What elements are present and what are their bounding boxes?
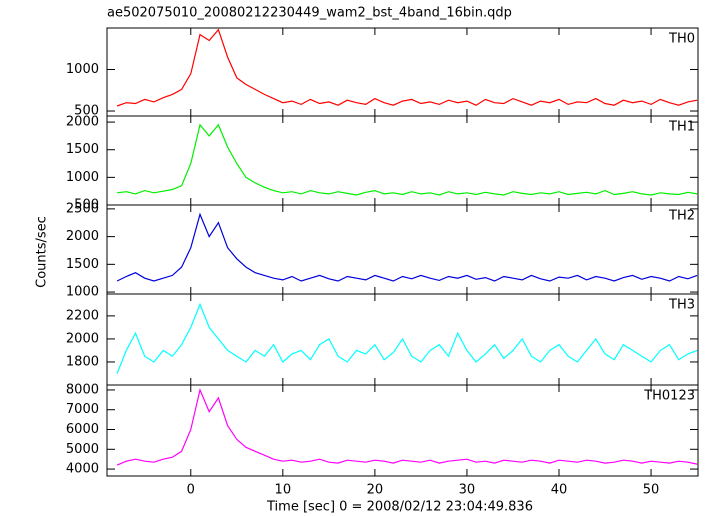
x-tick-label: 10 <box>275 483 292 498</box>
y-tick-label: 1500 <box>66 142 99 157</box>
y-tick-label: 1500 <box>66 257 99 272</box>
y-tick-label: 6000 <box>66 422 99 437</box>
y-tick-label: 2000 <box>66 115 99 130</box>
chart-title: ae502075010_20080212230449_wam2_bst_4ban… <box>107 6 512 21</box>
y-tick-label: 5000 <box>66 442 99 457</box>
light-curve <box>116 387 698 466</box>
y-tick-label: 2200 <box>66 308 99 323</box>
panel-label: TH0123 <box>643 389 695 404</box>
x-tick-label: 0 <box>187 483 195 498</box>
light-curve <box>116 302 698 374</box>
light-curve <box>117 123 698 196</box>
x-tick-label: 30 <box>459 483 476 498</box>
light-curve <box>116 212 698 282</box>
y-tick-label: 1800 <box>66 354 99 369</box>
y-tick-label: 2000 <box>66 331 99 346</box>
y-tick-label: 500 <box>74 198 99 213</box>
y-tick-label: 8000 <box>66 382 99 397</box>
y-tick-label: 4000 <box>66 462 99 477</box>
panel-label: TH3 <box>668 298 695 313</box>
panel-frame <box>106 204 699 295</box>
light-curve <box>116 28 698 107</box>
y-tick-label: 7000 <box>66 402 99 417</box>
y-tick-label: 1000 <box>66 62 99 77</box>
panel-frame <box>106 384 699 477</box>
y-tick-label: 500 <box>74 104 99 119</box>
panel-label: TH1 <box>668 120 695 135</box>
y-tick-label: 2000 <box>66 229 99 244</box>
y-axis-label: Counts/sec <box>35 216 50 288</box>
panel-label: TH2 <box>668 209 695 224</box>
x-axis-label: Time [sec] 0 = 2008/02/12 23:04:49.836 <box>266 500 533 515</box>
x-tick-label: 40 <box>551 483 568 498</box>
panel-frame <box>106 115 699 206</box>
panel-label: TH0 <box>668 32 695 47</box>
x-tick-label: 20 <box>367 483 384 498</box>
x-tick-label: 50 <box>643 483 660 498</box>
y-tick-label: 1000 <box>66 170 99 185</box>
y-tick-label: 2500 <box>66 201 99 216</box>
y-tick-label: 1000 <box>66 285 99 300</box>
panel-frame <box>106 27 699 117</box>
